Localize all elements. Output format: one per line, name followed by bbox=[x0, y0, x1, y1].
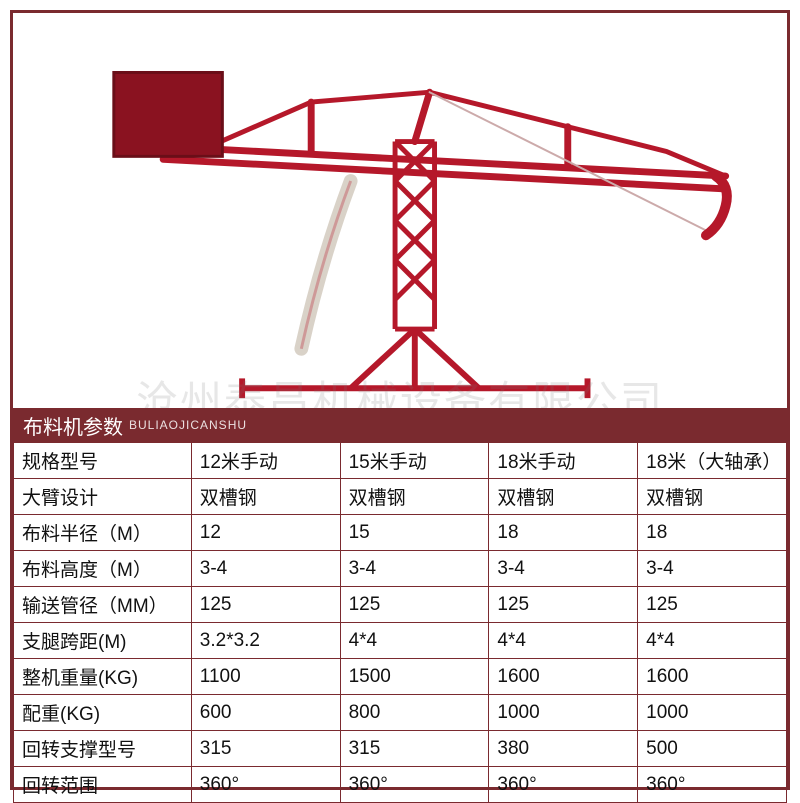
row-label-cell: 回转支撑型号 bbox=[14, 731, 192, 767]
value-cell: 1600 bbox=[489, 659, 638, 695]
value-cell: 360° bbox=[340, 767, 489, 803]
value-cell: 双槽钢 bbox=[489, 479, 638, 515]
value-cell: 18米（大轴承） bbox=[638, 443, 787, 479]
row-label-cell: 整机重量(KG) bbox=[14, 659, 192, 695]
value-cell: 315 bbox=[340, 731, 489, 767]
value-cell: 125 bbox=[638, 587, 787, 623]
value-cell: 双槽钢 bbox=[340, 479, 489, 515]
value-cell: 380 bbox=[489, 731, 638, 767]
value-cell: 800 bbox=[340, 695, 489, 731]
table-header-row: 规格型号12米手动15米手动18米手动18米（大轴承） bbox=[14, 443, 787, 479]
value-cell: 315 bbox=[191, 731, 340, 767]
table-row: 回转支撑型号315315380500 bbox=[14, 731, 787, 767]
value-cell: 360° bbox=[489, 767, 638, 803]
value-cell: 360° bbox=[191, 767, 340, 803]
row-label-cell: 输送管径（MM） bbox=[14, 587, 192, 623]
value-cell: 500 bbox=[638, 731, 787, 767]
value-cell: 1100 bbox=[191, 659, 340, 695]
value-cell: 3.2*3.2 bbox=[191, 623, 340, 659]
value-cell: 双槽钢 bbox=[191, 479, 340, 515]
table-row: 整机重量(KG)1100150016001600 bbox=[14, 659, 787, 695]
value-cell: 3-4 bbox=[638, 551, 787, 587]
value-cell: 600 bbox=[191, 695, 340, 731]
value-cell: 12 bbox=[191, 515, 340, 551]
value-cell: 3-4 bbox=[489, 551, 638, 587]
table-row: 支腿跨距(M)3.2*3.24*44*44*4 bbox=[14, 623, 787, 659]
crane-illustration bbox=[53, 33, 747, 408]
row-label-cell: 配重(KG) bbox=[14, 695, 192, 731]
table-row: 回转范围360°360°360°360° bbox=[14, 767, 787, 803]
crane-svg bbox=[53, 33, 747, 408]
row-label-cell: 回转范围 bbox=[14, 767, 192, 803]
table-title: 布料机参数 bbox=[23, 411, 123, 440]
row-label-cell: 布料高度（M） bbox=[14, 551, 192, 587]
value-cell: 125 bbox=[340, 587, 489, 623]
value-cell: 15 bbox=[340, 515, 489, 551]
table-row: 输送管径（MM）125125125125 bbox=[14, 587, 787, 623]
value-cell: 1500 bbox=[340, 659, 489, 695]
table-row: 布料高度（M）3-43-43-43-4 bbox=[14, 551, 787, 587]
value-cell: 1000 bbox=[638, 695, 787, 731]
table-row: 配重(KG)60080010001000 bbox=[14, 695, 787, 731]
value-cell: 4*4 bbox=[340, 623, 489, 659]
value-cell: 1000 bbox=[489, 695, 638, 731]
value-cell: 125 bbox=[191, 587, 340, 623]
value-cell: 18 bbox=[489, 515, 638, 551]
value-cell: 1600 bbox=[638, 659, 787, 695]
value-cell: 12米手动 bbox=[191, 443, 340, 479]
row-label-cell: 支腿跨距(M) bbox=[14, 623, 192, 659]
spec-table: 规格型号12米手动15米手动18米手动18米（大轴承）大臂设计双槽钢双槽钢双槽钢… bbox=[13, 442, 787, 803]
value-cell: 双槽钢 bbox=[638, 479, 787, 515]
table-row: 大臂设计双槽钢双槽钢双槽钢双槽钢 bbox=[14, 479, 787, 515]
value-cell: 3-4 bbox=[340, 551, 489, 587]
row-label-cell: 布料半径（M） bbox=[14, 515, 192, 551]
table-subtitle: BULIAOJICANSHU bbox=[129, 418, 247, 432]
value-cell: 4*4 bbox=[638, 623, 787, 659]
table-row: 布料半径（M）12151818 bbox=[14, 515, 787, 551]
value-cell: 125 bbox=[489, 587, 638, 623]
value-cell: 18 bbox=[638, 515, 787, 551]
value-cell: 4*4 bbox=[489, 623, 638, 659]
table-title-bar: 布料机参数 BULIAOJICANSHU bbox=[13, 408, 787, 442]
row-label-cell: 大臂设计 bbox=[14, 479, 192, 515]
spec-table-wrap: 规格型号12米手动15米手动18米手动18米（大轴承）大臂设计双槽钢双槽钢双槽钢… bbox=[13, 442, 787, 787]
value-cell: 360° bbox=[638, 767, 787, 803]
value-cell: 18米手动 bbox=[489, 443, 638, 479]
value-cell: 3-4 bbox=[191, 551, 340, 587]
product-image-area bbox=[13, 13, 787, 408]
row-label-cell: 规格型号 bbox=[14, 443, 192, 479]
value-cell: 15米手动 bbox=[340, 443, 489, 479]
